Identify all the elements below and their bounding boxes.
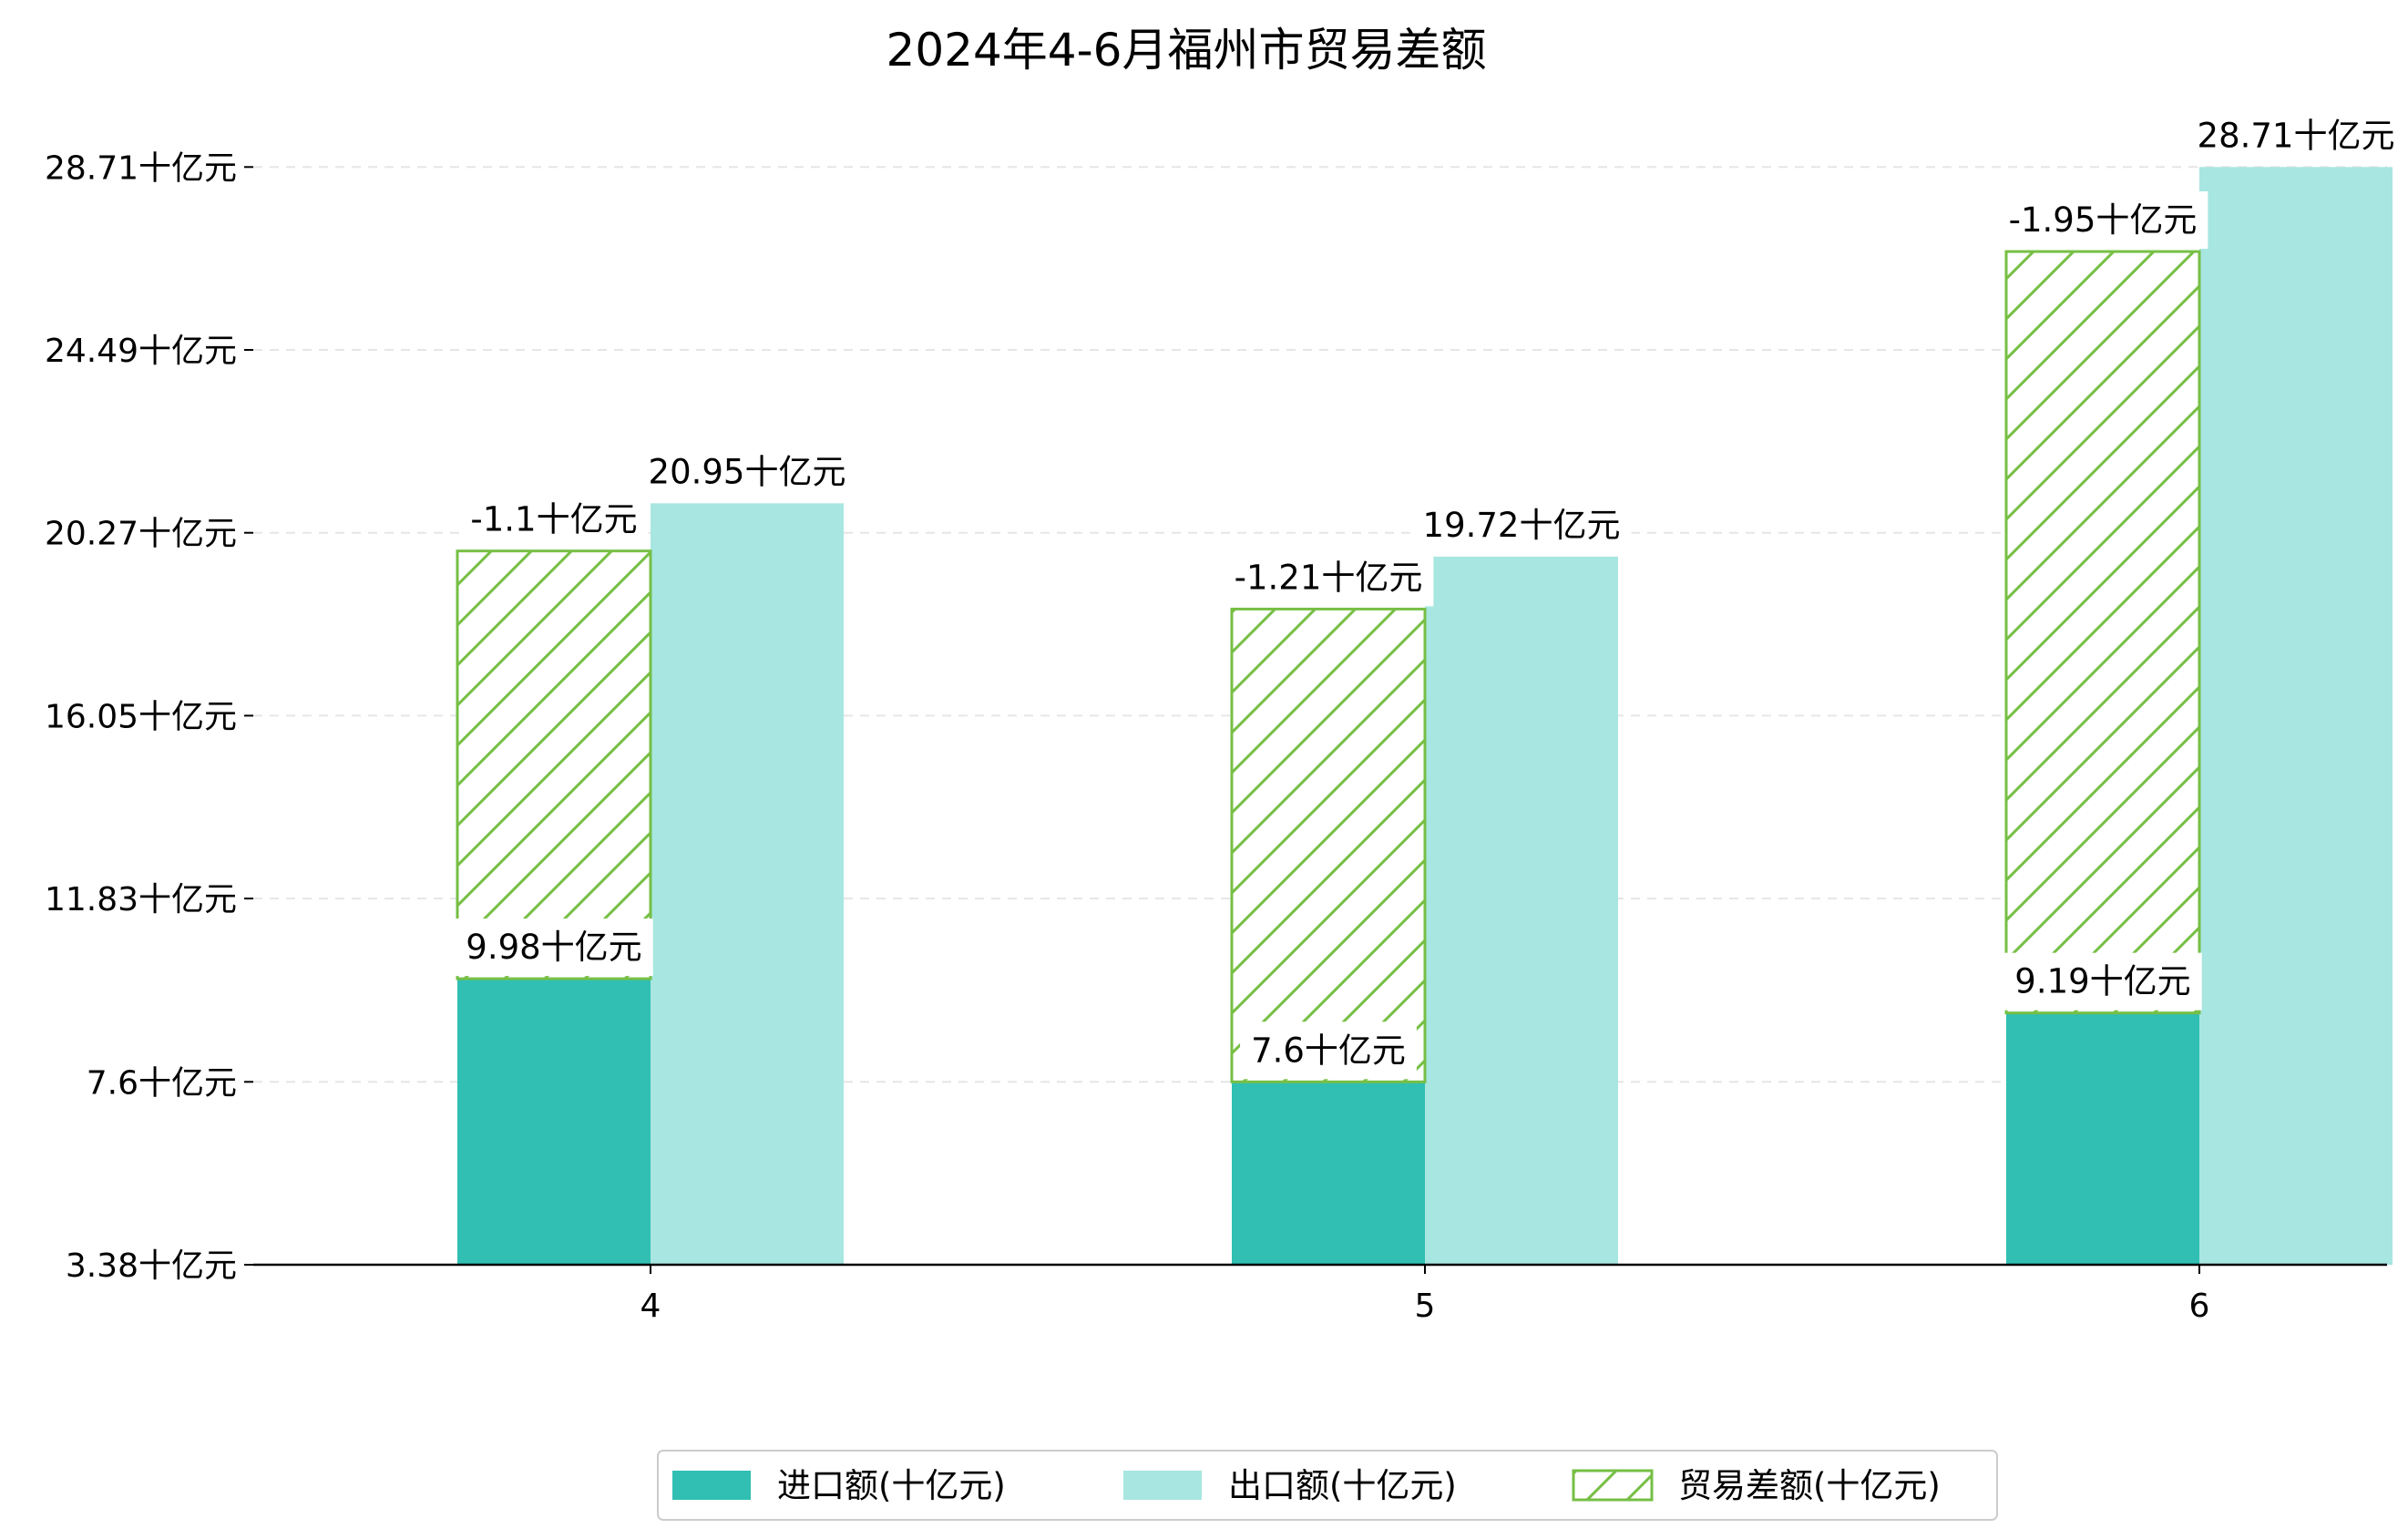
bar-trade-balance [1230, 607, 1427, 1083]
bar-exports [651, 503, 844, 1265]
data-label-exports-bg [637, 443, 857, 501]
bar-imports [1232, 1082, 1425, 1265]
x-tick-label: 5 [1415, 1288, 1436, 1325]
data-label-exports-bg [1411, 496, 1632, 554]
legend-swatch-imports [672, 1471, 751, 1500]
y-tick-label: 28.71十亿元 [45, 149, 237, 187]
y-tick-label: 16.05十亿元 [45, 698, 237, 735]
data-label-exports: 28.71十亿元 [2198, 116, 2395, 155]
y-tick-label: 3.38十亿元 [66, 1247, 237, 1285]
y-tick-label: 24.49十亿元 [45, 333, 237, 370]
legend: 进口额(十亿元) 出口额(十亿元) 贸易差额(十亿元) [657, 1450, 1998, 1521]
legend-label-imports: 进口额(十亿元) [777, 1466, 1006, 1505]
data-label-exports-bg [2186, 107, 2406, 165]
legend-frame [657, 1450, 1998, 1521]
data-label-balance-bg [1997, 191, 2208, 250]
data-label-imports: 9.19十亿元 [2014, 962, 2190, 1001]
legend-label-exports: 出口额(十亿元) [1228, 1466, 1457, 1505]
data-label-balance: -1.95十亿元 [2009, 200, 2198, 240]
data-label-imports-bg [455, 918, 653, 977]
data-label-imports-bg [1240, 1021, 1417, 1080]
data-label-imports: 7.6十亿元 [1251, 1031, 1406, 1070]
legend-label-balance: 贸易差额(十亿元) [1678, 1466, 1941, 1505]
legend-item-balance: 贸易差额(十亿元) [1572, 1466, 1941, 1505]
y-tick-label: 7.6十亿元 [87, 1064, 237, 1102]
bars [456, 167, 2393, 1265]
data-label-exports: 19.72十亿元 [1423, 506, 1621, 545]
bar-exports [1425, 556, 1618, 1265]
legend-item-exports: 出口额(十亿元) [1123, 1466, 1457, 1505]
data-label-imports: 9.98十亿元 [466, 928, 641, 967]
data-label-imports-bg [2003, 952, 2202, 1011]
legend-item-imports: 进口额(十亿元) [672, 1466, 1006, 1505]
bar-exports [2199, 167, 2393, 1265]
bar-trade-balance [2004, 250, 2201, 1015]
x-axis: 4 5 6 [640, 1265, 2210, 1325]
chart-title: 2024年4-6月福州市贸易差额 [886, 24, 1487, 77]
data-label-balance: -1.21十亿元 [1235, 558, 1423, 597]
data-label-balance: -1.1十亿元 [470, 500, 637, 539]
data-label-balance-bg [459, 490, 649, 549]
bar-imports [2006, 1012, 2199, 1265]
data-label-balance-bg [1223, 549, 1434, 607]
bar-trade-balance [456, 549, 652, 980]
legend-swatch-balance [1572, 1469, 1654, 1502]
y-tick-label: 11.83十亿元 [45, 881, 237, 918]
x-tick-label: 6 [2189, 1288, 2210, 1325]
data-labels: 20.95十亿元 -1.1十亿元 9.98十亿元 19.72十亿元-1.21十亿元 7.… [455, 107, 2406, 1080]
data-label-exports: 20.95十亿元 [649, 452, 846, 491]
bar-imports [457, 979, 651, 1265]
y-tick-label: 20.27十亿元 [45, 516, 237, 553]
x-tick-label: 4 [640, 1288, 661, 1325]
y-axis: 3.38十亿元 7.6十亿元 11.83十亿元 16.05十亿元 20.27十亿元 24.… [45, 149, 253, 1285]
legend-swatch-exports [1123, 1471, 1202, 1500]
